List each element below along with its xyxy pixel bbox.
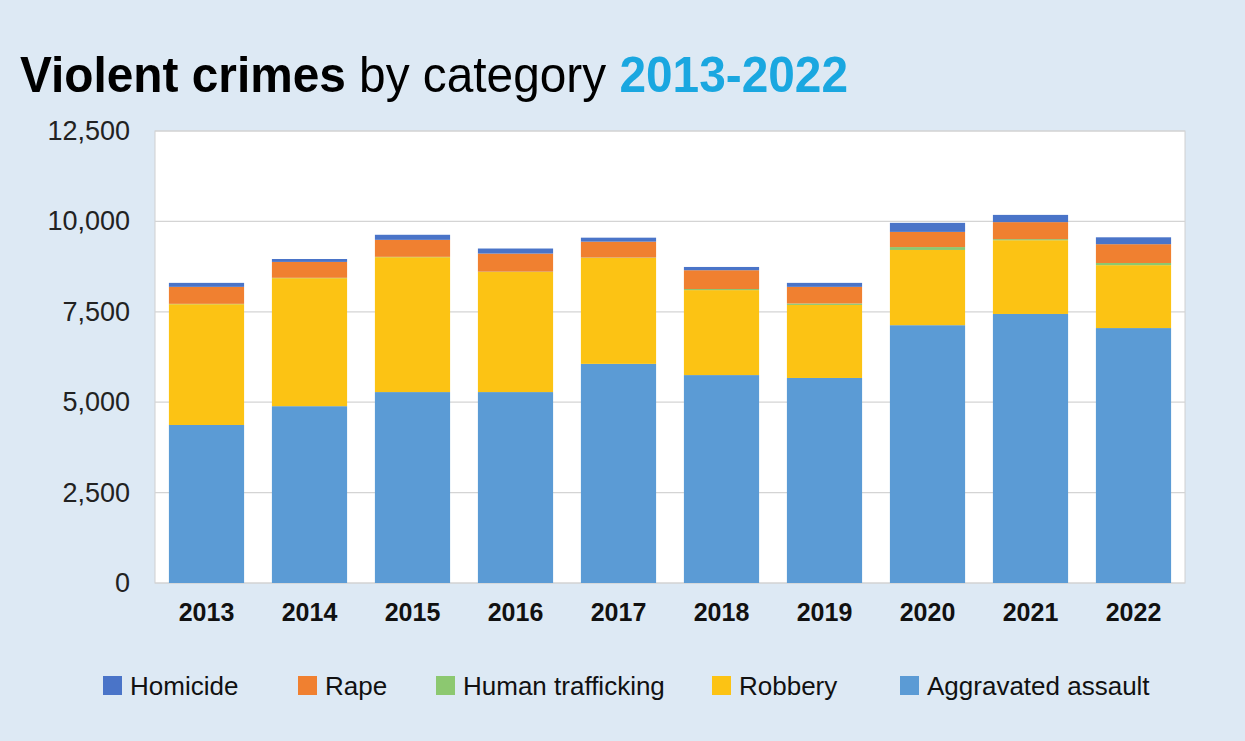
x-tick-label: 2015 <box>385 598 441 626</box>
legend-swatch <box>712 676 731 695</box>
x-tick-label: 2019 <box>797 598 853 626</box>
bar-segment <box>684 290 759 375</box>
grid-line <box>155 130 1185 131</box>
legend-label: Rape <box>325 671 387 701</box>
bar-segment <box>993 239 1068 240</box>
bar-segment <box>169 283 244 287</box>
x-tick-label: 2017 <box>591 598 647 626</box>
bar-segment <box>890 223 965 232</box>
chart: Violent crimes by category 2013-2022 0 2,5… <box>0 0 1245 741</box>
bar-segment <box>787 305 862 378</box>
legend-swatch <box>436 676 455 695</box>
x-tick-label: 2016 <box>488 598 544 626</box>
x-tick-label: 2020 <box>900 598 956 626</box>
bar-segment <box>375 240 450 257</box>
bar-segment <box>1096 244 1171 263</box>
legend-label: Robbery <box>739 671 837 701</box>
bar-segment <box>272 262 347 278</box>
x-tick-label: 2013 <box>179 598 235 626</box>
bar-segment <box>478 249 553 254</box>
title: Violent crimes by category 2013-2022 <box>20 47 848 103</box>
bar-segment <box>787 303 862 304</box>
legend-swatch <box>103 676 122 695</box>
bar-segment <box>890 325 965 583</box>
x-tick-label: 2014 <box>282 598 338 626</box>
bar-segment <box>169 304 244 425</box>
legend-swatch <box>900 676 919 695</box>
bar-segment <box>787 378 862 583</box>
legend-label: Aggravated assault <box>927 671 1150 701</box>
bar-segment <box>787 283 862 287</box>
x-tick-label: 2022 <box>1106 598 1162 626</box>
y-tick-label: 0 <box>115 568 130 598</box>
background <box>0 0 1245 741</box>
y-tick-label: 2,500 <box>62 478 130 508</box>
y-tick-label: 7,500 <box>62 297 130 327</box>
y-tick-label: 12,500 <box>47 116 130 146</box>
y-tick-label: 5,000 <box>62 387 130 417</box>
bar-segment <box>478 254 553 272</box>
bar-segment <box>1096 237 1171 244</box>
legend-swatch <box>298 676 317 695</box>
bar-segment <box>993 240 1068 314</box>
bar-segment <box>684 270 759 289</box>
bar-segment <box>890 247 965 250</box>
bar-segment <box>375 235 450 240</box>
bar-segment <box>684 289 759 290</box>
bar-segment <box>1096 265 1171 328</box>
bar-segment <box>993 314 1068 583</box>
bar-segment <box>684 267 759 270</box>
bar-segment <box>1096 328 1171 583</box>
bar-segment <box>581 364 656 583</box>
bar-segment <box>272 259 347 262</box>
bar-segment <box>169 287 244 304</box>
bar-segment <box>272 406 347 583</box>
bar-segment <box>169 425 244 583</box>
bar-segment <box>478 392 553 583</box>
bar-segment <box>787 287 862 304</box>
plot-area <box>155 131 1185 583</box>
legend-label: Homicide <box>130 671 238 701</box>
bar-segment <box>684 375 759 583</box>
bar-segment <box>581 238 656 242</box>
bar-segment <box>993 222 1068 239</box>
bar-segment <box>890 250 965 325</box>
x-tick-label: 2018 <box>694 598 750 626</box>
bar-segment <box>993 215 1068 222</box>
bar-segment <box>890 232 965 247</box>
x-tick-label: 2021 <box>1003 598 1059 626</box>
bar-segment <box>375 257 450 392</box>
legend-label: Human trafficking <box>463 671 665 701</box>
y-tick-label: 10,000 <box>47 206 130 236</box>
bar-segment <box>581 242 656 258</box>
bars <box>169 215 1171 583</box>
bar-segment <box>272 278 347 406</box>
bar-segment <box>1096 263 1171 265</box>
bar-segment <box>581 258 656 364</box>
bar-segment <box>375 392 450 583</box>
bar-segment <box>478 272 553 392</box>
